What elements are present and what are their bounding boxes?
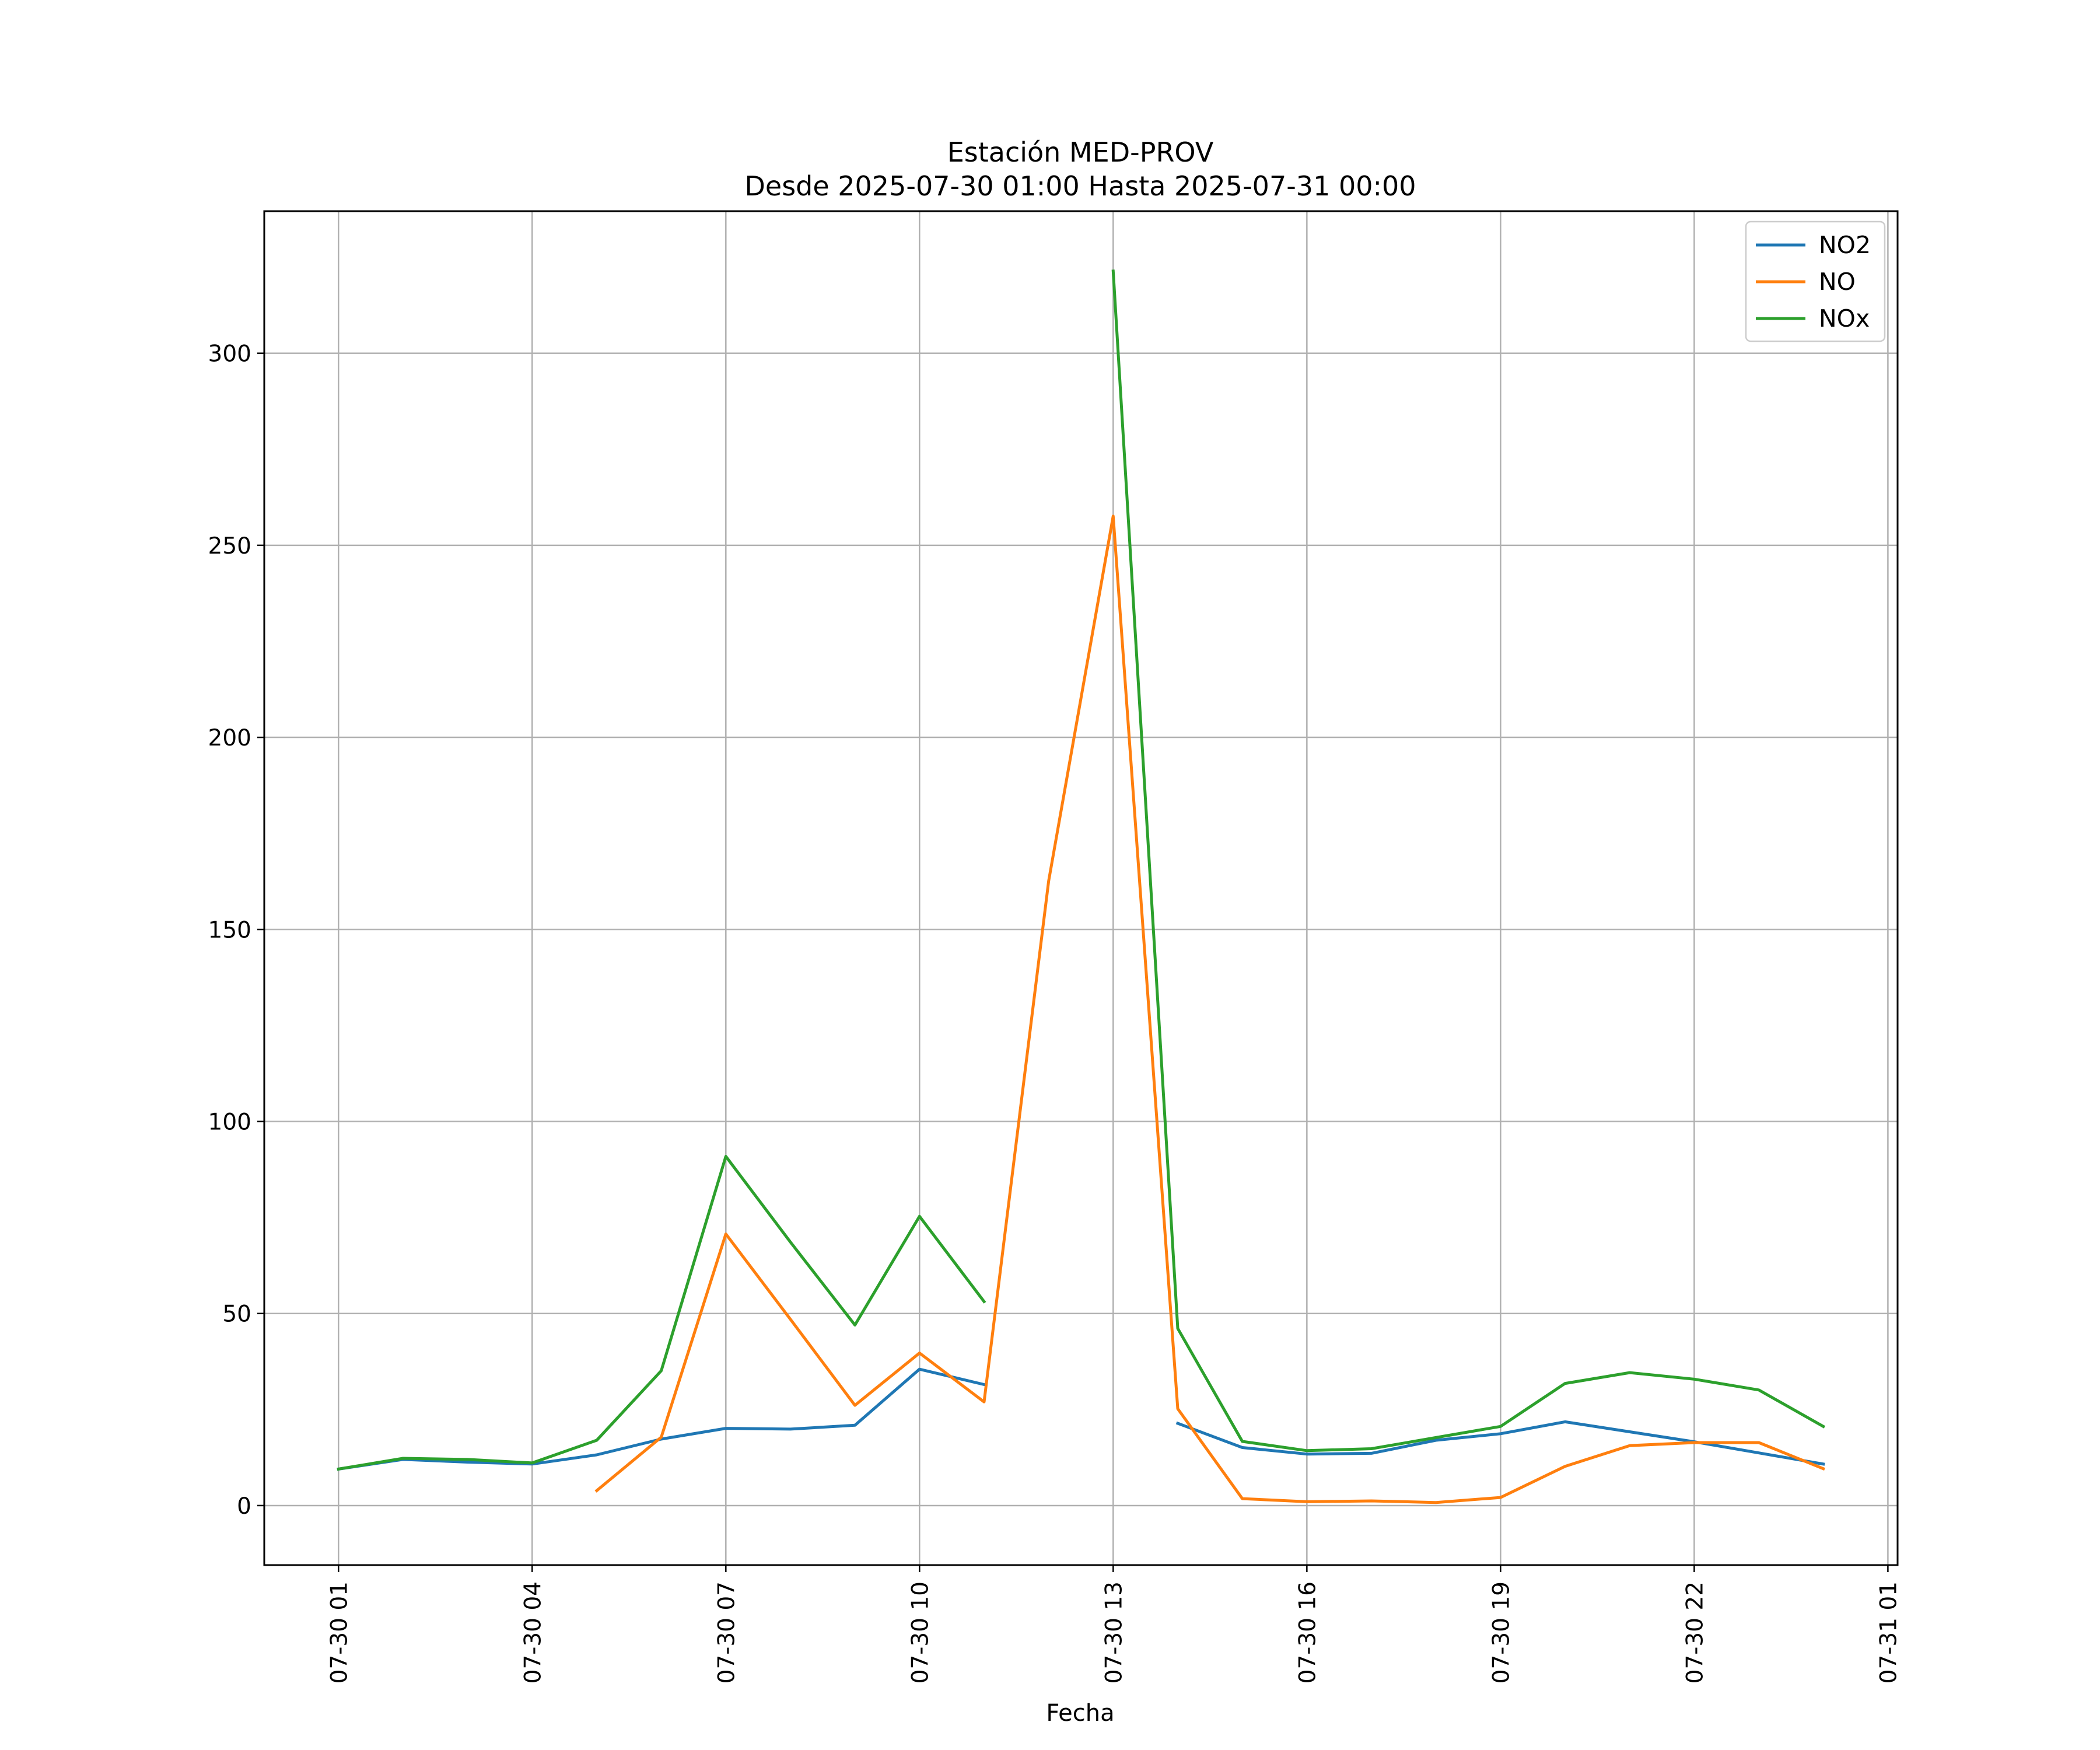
legend: NO2 NO NOx <box>1745 220 1886 342</box>
x-axis: 07-30 01 07-30 04 07-30 07 07-30 10 07-30 13… <box>326 1565 1902 1684</box>
x-tick-label: 07-30 01 <box>326 1581 352 1684</box>
chart-subtitle: Desde 2025-07-30 01:00 Hasta 2025-07-31 … <box>744 170 1416 202</box>
x-tick-label: 07-31 01 <box>1875 1581 1902 1684</box>
y-tick-label: 200 <box>208 725 251 751</box>
x-tick-label: 07-30 10 <box>907 1581 933 1684</box>
series-line-no <box>594 514 1825 1504</box>
x-axis-label: Fecha <box>1046 1700 1114 1727</box>
y-tick-label: 300 <box>208 341 251 368</box>
y-tick-label: 0 <box>237 1493 251 1520</box>
y-axis: 0 50 100 150 200 250 300 <box>208 341 264 1520</box>
legend-label-no2: NO2 <box>1819 231 1871 259</box>
series-line-no2 <box>337 1367 1825 1471</box>
series-line-nox <box>337 270 1826 1471</box>
legend-label-nox: NOx <box>1819 304 1870 332</box>
y-tick-label: 50 <box>222 1301 251 1328</box>
y-tick-label: 150 <box>208 917 251 943</box>
x-tick-label: 07-30 16 <box>1294 1581 1321 1684</box>
y-tick-label: 100 <box>208 1110 251 1136</box>
chart-title: Estación MED-PROV <box>947 136 1214 168</box>
legend-label-no: NO <box>1819 268 1856 296</box>
y-tick-label: 250 <box>208 533 251 559</box>
plot-frame <box>263 210 1899 1566</box>
series-lines <box>337 270 1826 1504</box>
x-tick-label: 07-30 22 <box>1682 1581 1708 1684</box>
x-tick-label: 07-30 19 <box>1488 1581 1514 1684</box>
x-tick-label: 07-30 07 <box>713 1581 740 1684</box>
legend-box <box>1745 220 1886 342</box>
x-tick-label: 07-30 13 <box>1101 1581 1127 1684</box>
x-tick-label: 07-30 04 <box>520 1581 546 1684</box>
grid <box>264 211 1898 1565</box>
